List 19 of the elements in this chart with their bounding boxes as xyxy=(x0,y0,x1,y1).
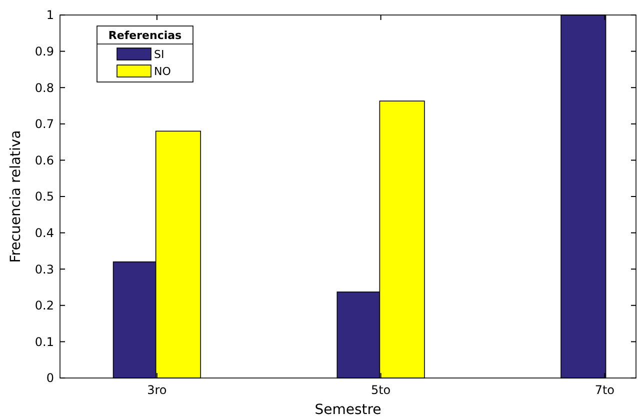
y-tick-label: 1 xyxy=(46,8,54,22)
x-tick-label: 3ro xyxy=(147,383,167,397)
y-tick-label: 0.7 xyxy=(34,117,54,132)
y-tick-label: 0.3 xyxy=(34,262,54,276)
y-tick-label: 0.8 xyxy=(34,80,54,95)
y-tick-label: 0.5 xyxy=(34,190,54,204)
x-tick-label: 5to xyxy=(370,383,391,397)
y-tick-label: 0.2 xyxy=(34,298,54,313)
x-tick-label: 7to xyxy=(594,383,615,397)
x-axis-title: Semestre xyxy=(314,402,382,418)
y-tick-label: 0.4 xyxy=(34,226,54,240)
y-tick-label: 0 xyxy=(46,371,54,386)
legend-label: NO xyxy=(154,64,172,78)
y-axis-title: Frecuencia relativa xyxy=(8,130,24,263)
y-tick-label: 0.6 xyxy=(34,153,54,168)
legend-title: Referencias xyxy=(108,29,182,42)
legend-label: SI xyxy=(154,48,164,61)
y-tick-label: 0.9 xyxy=(34,44,54,58)
y-tick-label: 0.1 xyxy=(34,334,54,349)
